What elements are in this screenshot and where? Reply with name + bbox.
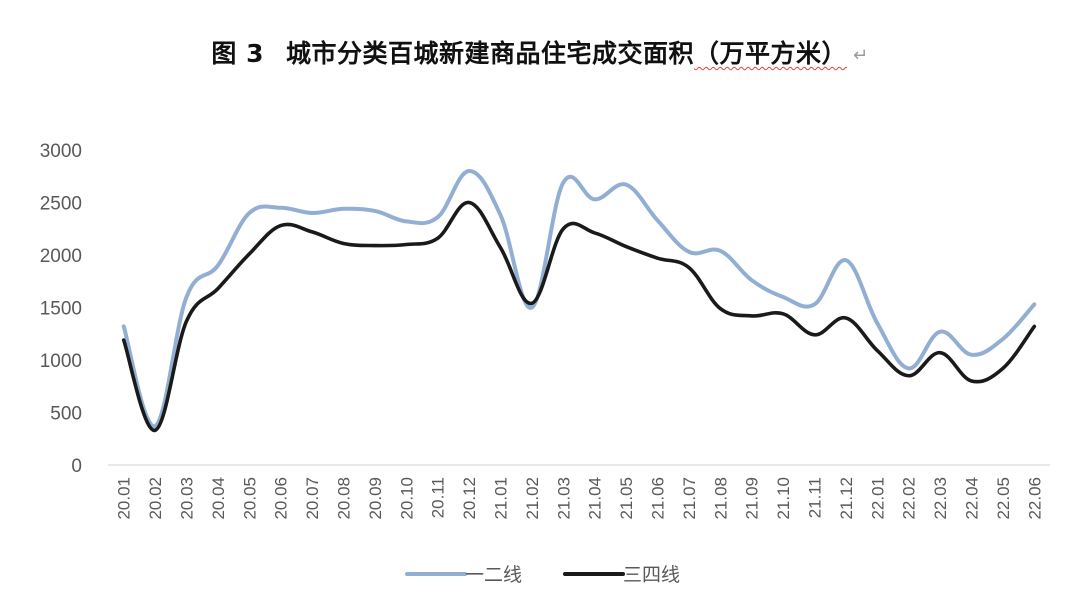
x-tick-label: 20.05 — [240, 477, 259, 520]
x-tick-label: 22.01 — [868, 477, 887, 520]
x-tick-label: 20.02 — [146, 477, 165, 520]
legend-label-2: 三四线 — [623, 564, 680, 586]
series-layer — [121, 168, 1037, 433]
x-axis-ticks: 20.01 20.02 20.03 20.04 20.05 20.06 20.07 20.08… — [115, 477, 1045, 520]
chart-title: 图 3 城市分类百城新建商品住宅成交面积（万平方米） ↵ — [0, 34, 1080, 70]
legend-label-1: 一二线 — [465, 564, 522, 586]
x-tick-label: 20.08 — [335, 477, 354, 520]
x-tick-label: 20.12 — [460, 477, 479, 520]
x-tick-label: 22.05 — [994, 477, 1013, 520]
x-tick-label: 21.04 — [586, 477, 605, 520]
y-tick-label: 1500 — [40, 299, 82, 320]
x-tick-label: 21.06 — [649, 477, 668, 520]
y-tick-label: 2500 — [40, 194, 82, 215]
x-tick-label: 20.09 — [366, 477, 385, 520]
y-tick-label: 2000 — [40, 246, 82, 267]
title-main: 城市分类百城新建商品住宅成交面积 — [285, 39, 694, 68]
x-tick-label: 22.02 — [900, 477, 919, 520]
x-tick-label: 21.02 — [523, 477, 542, 520]
x-tick-label: 21.10 — [774, 477, 793, 520]
x-tick-label: 21.05 — [617, 477, 636, 520]
y-tick-label: 0 — [71, 456, 82, 477]
y-tick-label: 1000 — [40, 351, 82, 372]
y-tick-label: 3000 — [40, 141, 82, 162]
x-tick-label: 21.09 — [743, 477, 762, 520]
x-tick-label: 20.10 — [397, 477, 416, 520]
x-tick-label: 22.03 — [931, 477, 950, 520]
x-tick-label: 20.04 — [209, 477, 228, 520]
x-tick-label: 21.03 — [554, 477, 573, 520]
x-tick-label: 21.11 — [806, 477, 825, 518]
legend: 一二线 三四线 — [405, 564, 680, 586]
x-tick-label: 21.01 — [492, 477, 511, 520]
y-axis-ticks: 0 500 1000 1500 2000 2500 3000 — [40, 141, 82, 477]
x-tick-label: 21.08 — [711, 477, 730, 520]
series-line-1 — [121, 168, 1037, 429]
x-tick-label: 21.12 — [837, 477, 856, 520]
title-unit: （万平方米） — [694, 39, 848, 68]
series-line-2 — [121, 200, 1037, 433]
x-tick-label: 20.03 — [178, 477, 197, 520]
return-mark-icon: ↵ — [853, 44, 869, 66]
x-tick-label: 20.11 — [429, 477, 448, 518]
x-tick-label: 20.07 — [303, 477, 322, 520]
x-tick-label: 20.06 — [272, 477, 291, 520]
x-tick-label: 22.04 — [963, 477, 982, 520]
x-tick-label: 20.01 — [115, 477, 134, 520]
figure-label: 图 3 — [211, 39, 264, 68]
y-tick-label: 500 — [50, 404, 82, 425]
x-tick-label: 21.07 — [680, 477, 699, 520]
x-tick-label: 22.06 — [1025, 477, 1044, 520]
